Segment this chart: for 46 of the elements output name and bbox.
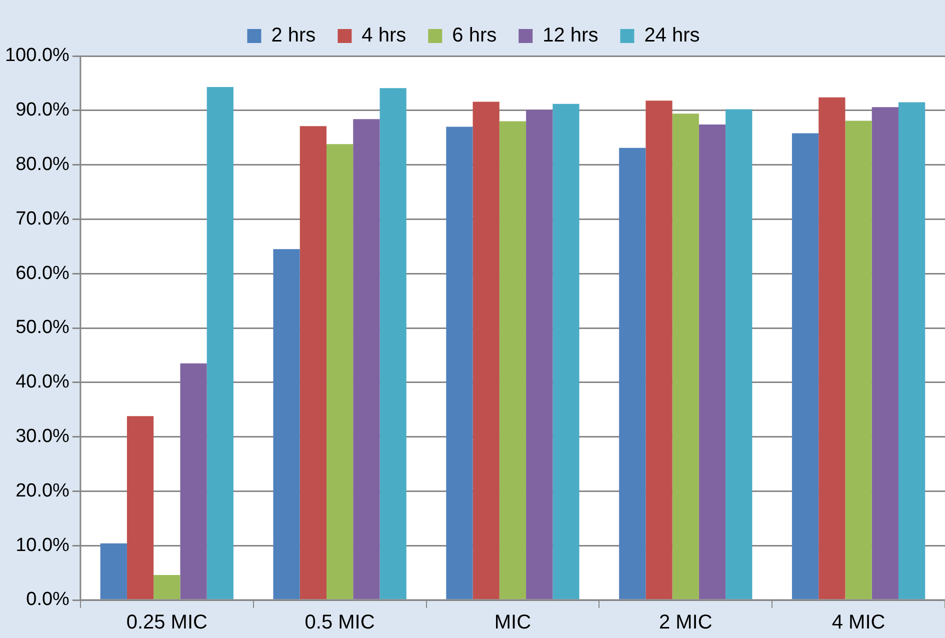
y-tick-label: 30.0% xyxy=(16,426,70,448)
x-tick-label: 0.25 MIC xyxy=(126,612,208,634)
y-tick-label: 50.0% xyxy=(16,317,70,338)
bar xyxy=(898,102,926,600)
bar xyxy=(154,574,180,600)
bar xyxy=(126,416,154,600)
bar xyxy=(273,249,300,600)
bar xyxy=(552,104,580,600)
bar xyxy=(472,102,500,600)
y-tick-label: 20.0% xyxy=(16,480,70,502)
bar xyxy=(792,133,819,600)
legend-label: 12 hrs xyxy=(542,24,598,47)
bar xyxy=(326,144,354,600)
bar xyxy=(300,126,326,600)
bar xyxy=(180,363,207,600)
bar xyxy=(446,126,473,600)
bar xyxy=(499,121,526,600)
bar xyxy=(646,100,672,600)
y-tick-label: 10.0% xyxy=(16,534,70,556)
bar xyxy=(619,148,646,600)
bar xyxy=(380,88,406,600)
bar xyxy=(818,97,846,600)
x-tick-label: 4 MIC xyxy=(832,612,886,634)
bar xyxy=(672,114,699,600)
legend-label: 6 hrs xyxy=(452,24,497,47)
y-tick-label: 0.0% xyxy=(26,589,70,610)
y-tick-label: 60.0% xyxy=(16,262,70,284)
legend-label: 2 hrs xyxy=(271,24,316,47)
bar xyxy=(353,119,380,600)
bar xyxy=(872,107,898,600)
bar xyxy=(726,109,752,600)
bar xyxy=(526,110,553,600)
y-tick-label: 80.0% xyxy=(16,154,70,176)
bar xyxy=(845,120,872,600)
y-tick-label: 100.0% xyxy=(4,45,70,66)
y-tick-label: 90.0% xyxy=(16,100,70,121)
bar xyxy=(206,87,234,600)
y-tick-label: 70.0% xyxy=(16,208,70,230)
legend-label: 4 hrs xyxy=(362,24,406,47)
x-tick-label: MIC xyxy=(494,612,532,634)
legend-label: 24 hrs xyxy=(644,24,700,47)
x-tick-label: 2 MIC xyxy=(658,612,712,634)
x-tick-label: 0.5 MIC xyxy=(304,612,375,634)
bar xyxy=(698,124,726,600)
bar xyxy=(100,543,127,600)
y-tick-label: 40.0% xyxy=(16,372,70,393)
